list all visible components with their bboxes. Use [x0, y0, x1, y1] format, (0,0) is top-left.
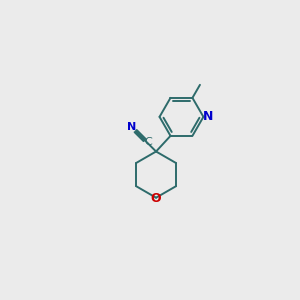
Text: N: N	[127, 122, 136, 132]
Text: C: C	[144, 137, 152, 147]
Text: N: N	[202, 110, 213, 123]
Text: O: O	[151, 192, 161, 205]
